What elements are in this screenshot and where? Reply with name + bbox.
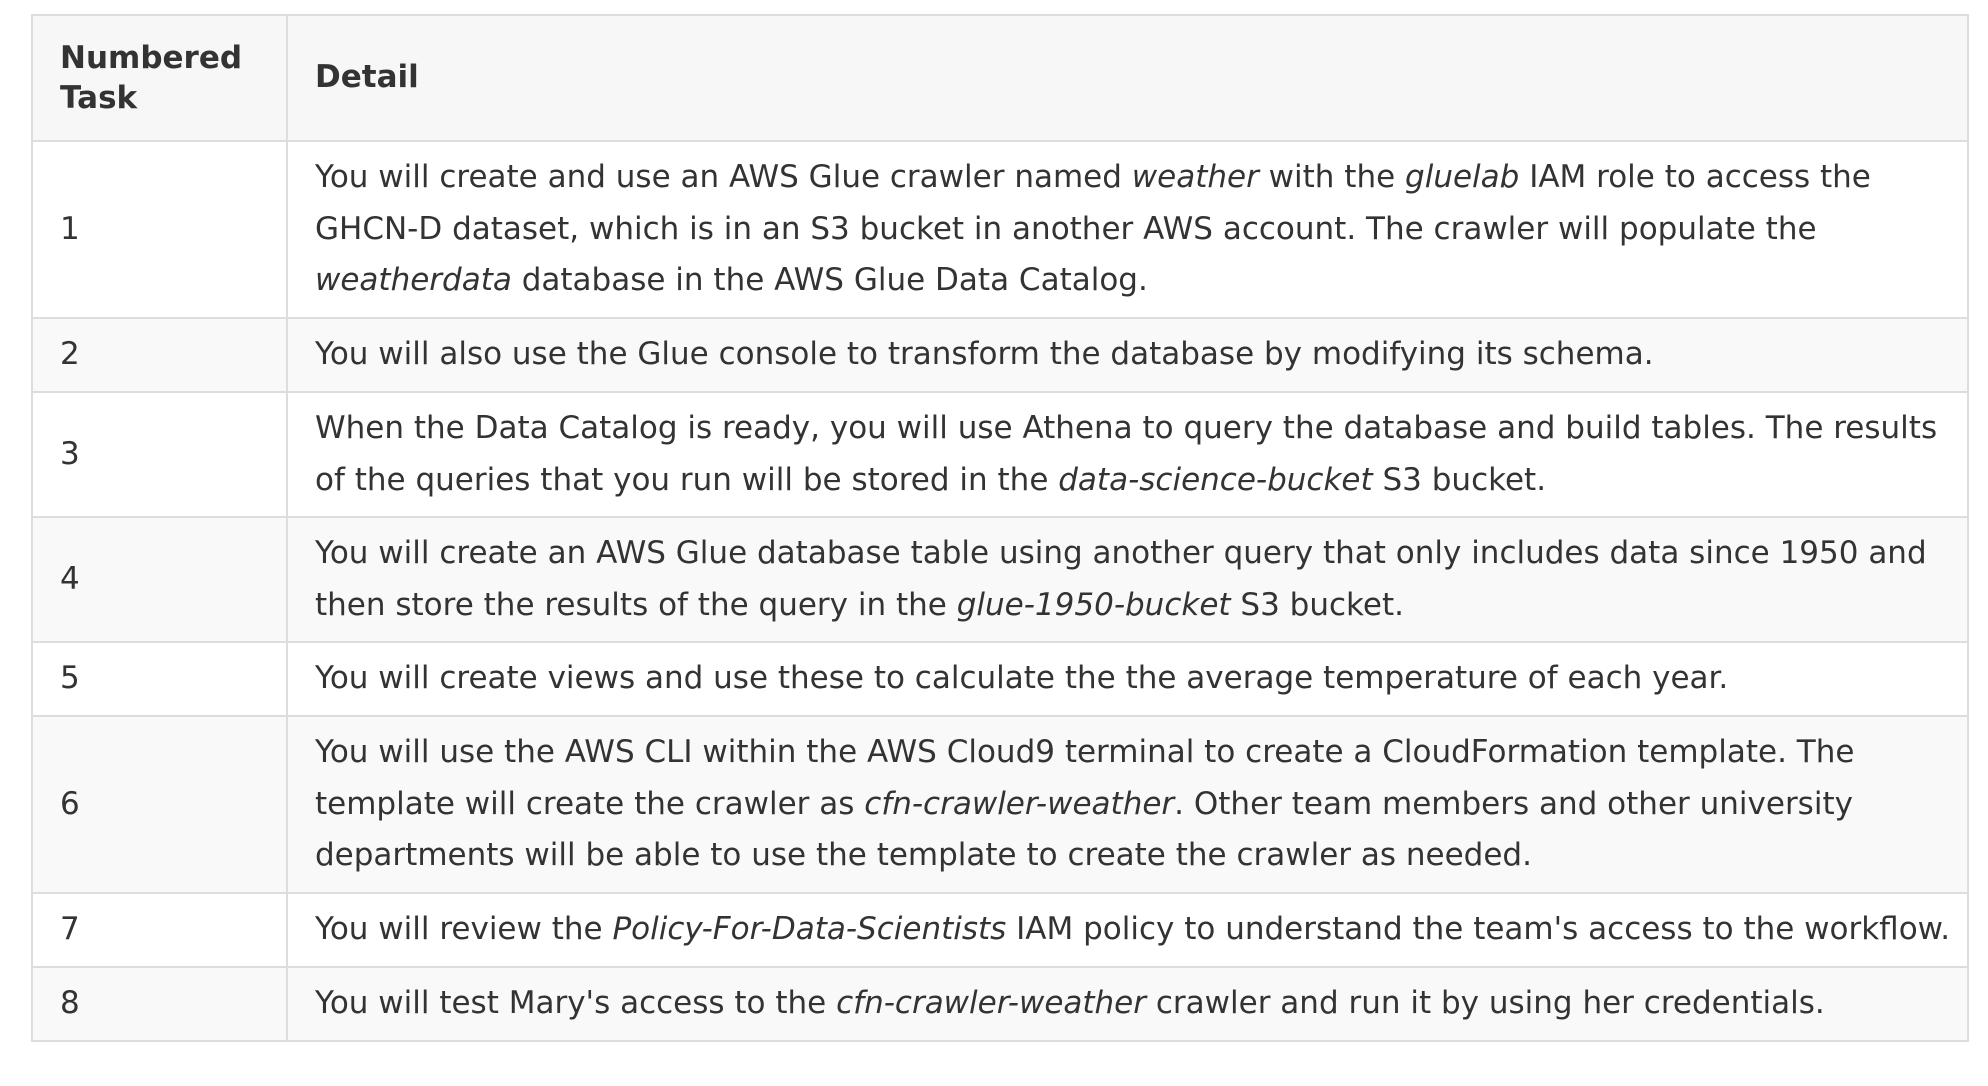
task-number: 1: [31, 140, 288, 319]
table-row: 8 You will test Mary's access to the cfn…: [31, 966, 1969, 1042]
task-number: 7: [31, 892, 288, 968]
tasks-table-container: Numbered Task Detail 1 You will create a…: [31, 14, 1969, 1042]
tasks-table: Numbered Task Detail 1 You will create a…: [31, 14, 1969, 1042]
emphasized-term: weather: [1131, 159, 1259, 196]
task-detail: You will create an AWS Glue database tab…: [286, 516, 1969, 643]
task-number: 4: [31, 516, 288, 643]
emphasized-term: cfn-crawler-weather: [836, 985, 1147, 1022]
task-detail: You will create and use an AWS Glue craw…: [286, 140, 1969, 319]
task-detail: You will use the AWS CLI within the AWS …: [286, 715, 1969, 894]
task-number: 6: [31, 715, 288, 894]
task-detail: When the Data Catalog is ready, you will…: [286, 391, 1969, 518]
task-detail: You will review the Policy-For-Data-Scie…: [286, 892, 1969, 968]
emphasized-term: data-science-bucket: [1058, 461, 1373, 498]
task-number: 5: [31, 641, 288, 717]
header-numbered-task: Numbered Task: [31, 14, 288, 142]
emphasized-term: glue-1950-bucket: [956, 586, 1231, 623]
table-row: 4 You will create an AWS Glue database t…: [31, 516, 1969, 643]
table-row: 5 You will create views and use these to…: [31, 641, 1969, 717]
task-number: 8: [31, 966, 288, 1042]
task-detail: You will test Mary's access to the cfn-c…: [286, 966, 1969, 1042]
table-row: 3 When the Data Catalog is ready, you wi…: [31, 391, 1969, 518]
table-header-row: Numbered Task Detail: [31, 14, 1969, 142]
task-number: 3: [31, 391, 288, 518]
emphasized-term: cfn-crawler-weather: [864, 785, 1175, 822]
table-row: 6 You will use the AWS CLI within the AW…: [31, 715, 1969, 894]
emphasized-term: weatherdata: [315, 262, 512, 299]
table-row: 2 You will also use the Glue console to …: [31, 317, 1969, 393]
task-number: 2: [31, 317, 288, 393]
task-detail: You will create views and use these to c…: [286, 641, 1969, 717]
table-row: 7 You will review the Policy-For-Data-Sc…: [31, 892, 1969, 968]
header-detail: Detail: [286, 14, 1969, 142]
emphasized-term: gluelab: [1405, 159, 1520, 196]
emphasized-term: Policy-For-Data-Scientists: [612, 911, 1007, 948]
task-detail: You will also use the Glue console to tr…: [286, 317, 1969, 393]
table-row: 1 You will create and use an AWS Glue cr…: [31, 140, 1969, 319]
